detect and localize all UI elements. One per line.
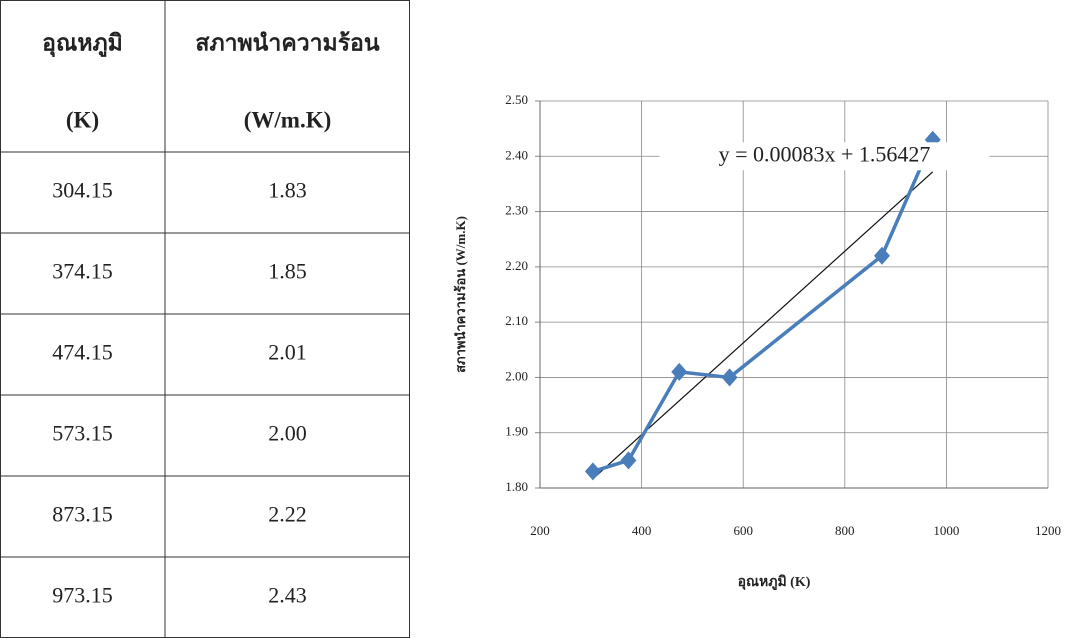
x-tick-label: 200 [530,523,550,538]
x-tick-label: 600 [733,523,753,538]
table-cell: 1.85 [268,259,307,284]
y-tick-label: 2.10 [505,313,528,328]
table-cell: 304.15 [52,178,113,203]
table-cell: 374.15 [52,259,113,284]
table-cell: 2.01 [268,340,307,365]
table-cell: 873.15 [52,502,113,527]
marker [584,462,601,481]
marker [873,246,890,265]
table-cell: 2.00 [268,421,307,446]
y-tick-label: 2.50 [505,92,528,107]
y-tick-label: 2.20 [505,258,528,273]
marker [620,451,637,470]
table-cell: 2.43 [268,583,307,608]
table-header: (K) [66,107,99,132]
y-tick-label: 1.90 [505,424,528,439]
table-cell: 1.83 [268,178,307,203]
table-cell: 573.15 [52,421,113,446]
table-cell: 2.22 [268,502,307,527]
y-tick-label: 2.30 [505,203,528,218]
y-axis-title: สภาพนำความร้อน (W/m.K) [453,216,468,373]
table-cell: 474.15 [52,340,113,365]
x-tick-label: 1200 [1035,523,1061,538]
marker [721,368,738,387]
x-tick-label: 800 [835,523,855,538]
marker [671,362,688,381]
y-tick-label: 2.40 [505,147,528,162]
table-border [0,0,410,638]
table-header: อุณหภูมิ [42,30,123,57]
x-tick-label: 400 [632,523,652,538]
series-line [592,138,935,474]
table-header: สภาพนำความร้อน [195,30,379,55]
table-cell: 973.15 [52,583,113,608]
y-tick-label: 2.00 [505,368,528,383]
x-tick-label: 1000 [933,523,959,538]
trendline-equation: y = 0.00083x + 1.56427 [719,141,931,166]
table-header: (W/m.K) [244,107,332,132]
x-axis-title: อุณหภูมิ (K) [738,574,811,590]
y-tick-label: 1.80 [505,479,528,494]
trendline [592,171,934,480]
equation-bg [659,142,990,171]
